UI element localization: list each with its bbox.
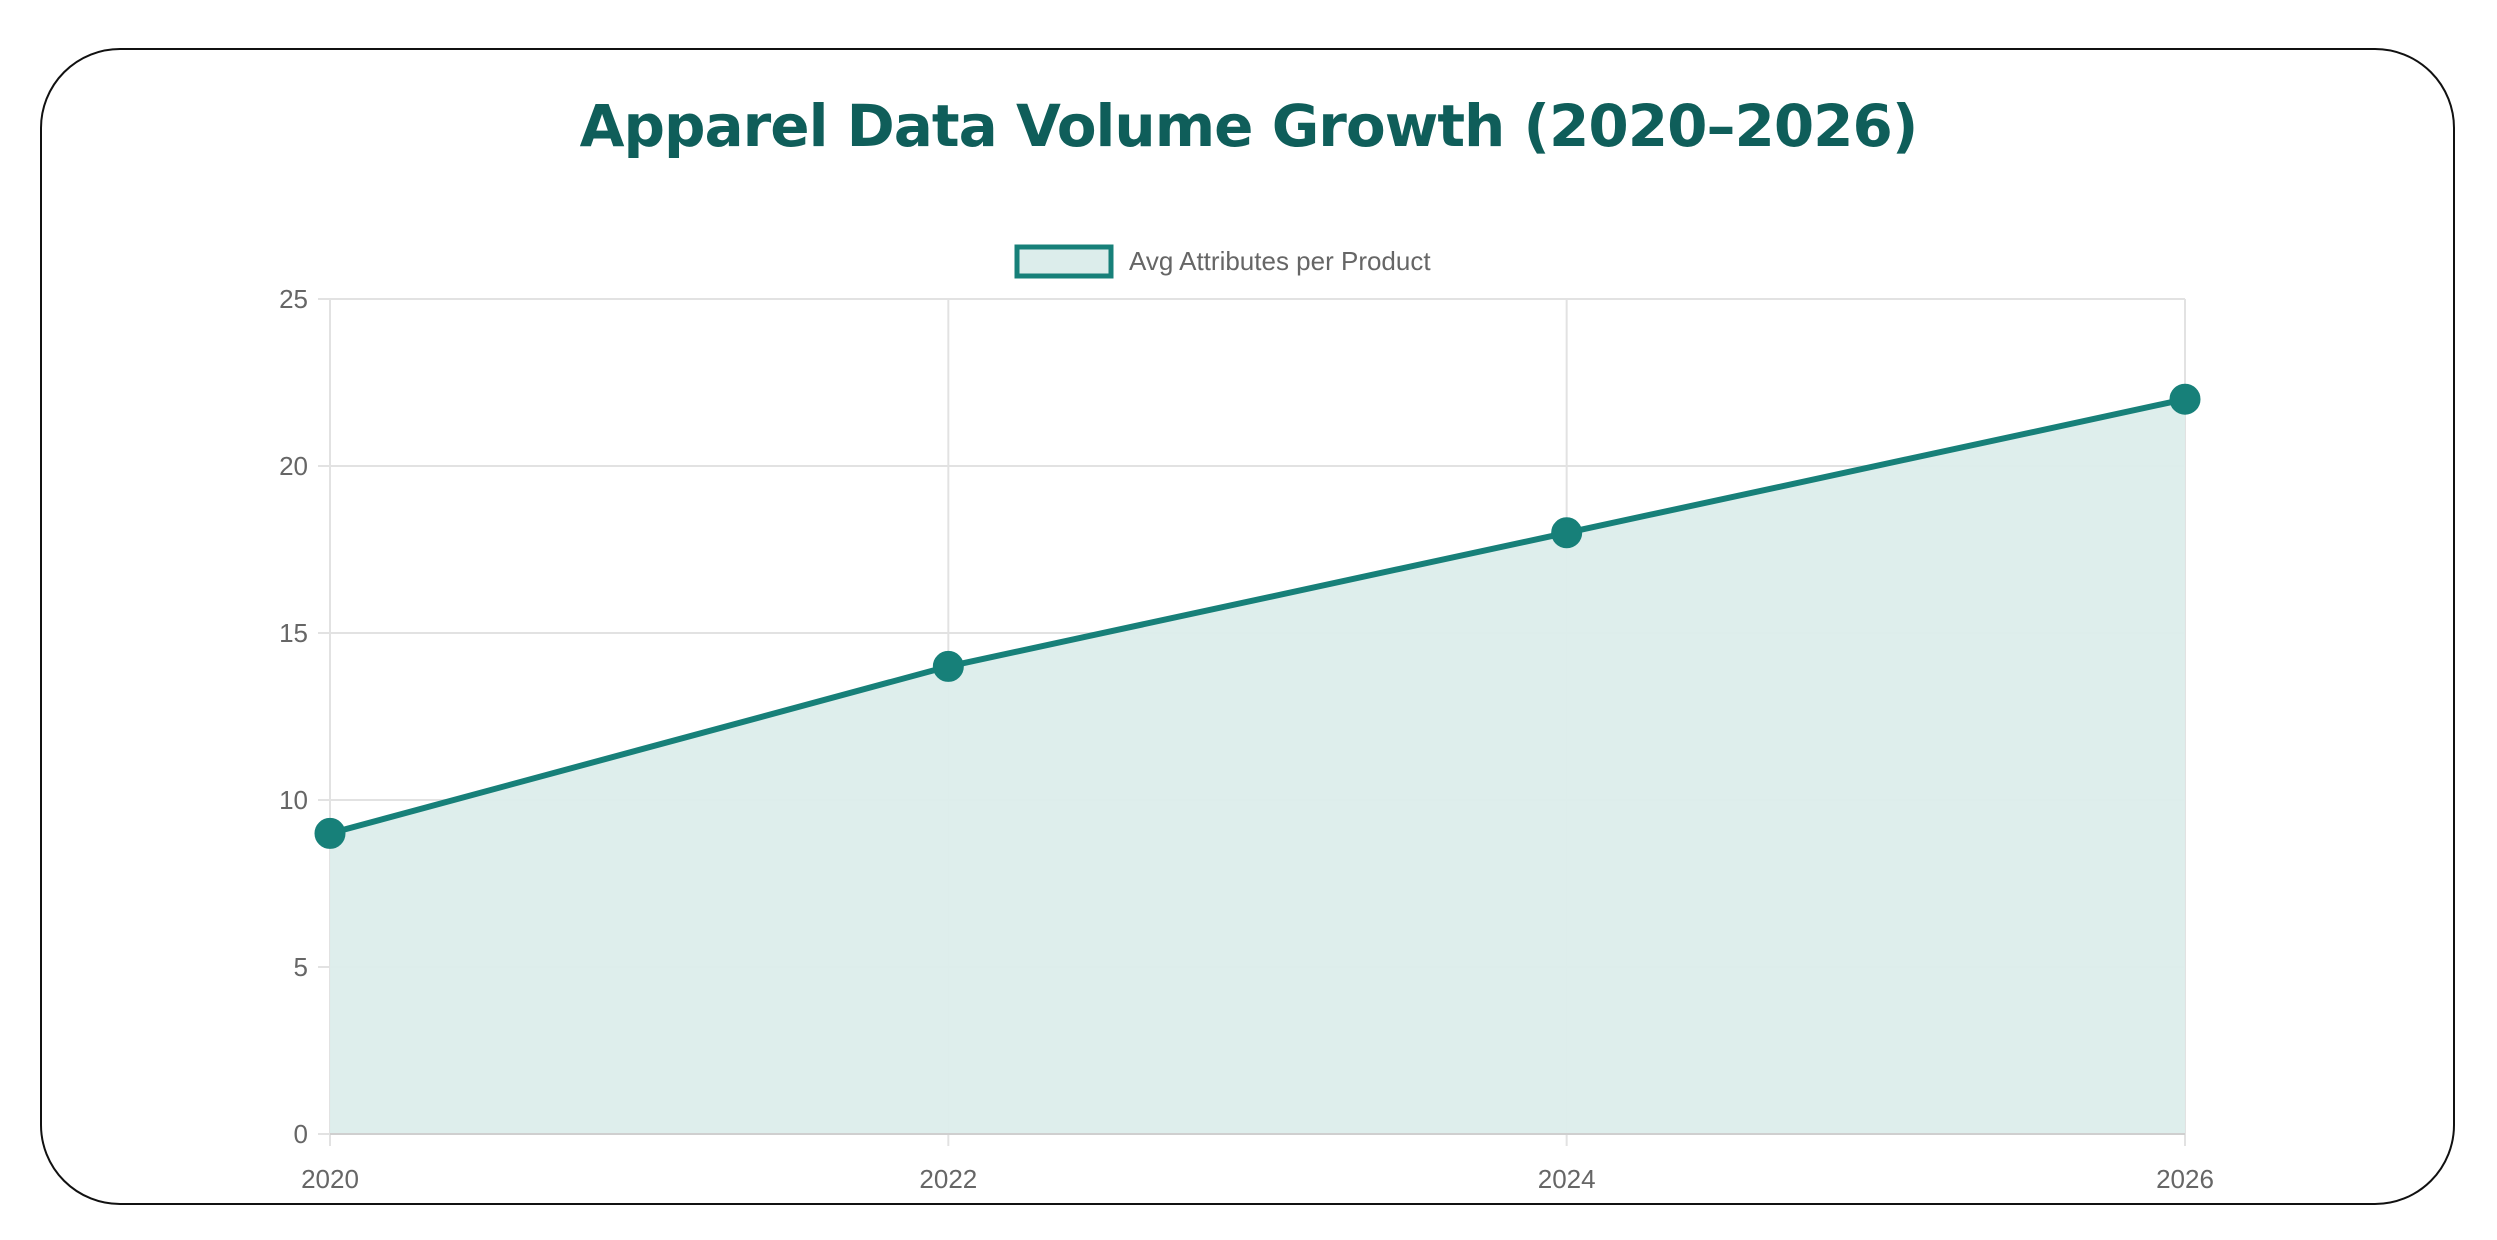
data-point bbox=[932, 650, 964, 682]
y-tick-label: 20 bbox=[279, 451, 308, 481]
data-point bbox=[2169, 383, 2201, 415]
legend-swatch bbox=[1014, 244, 1114, 279]
y-tick-label: 0 bbox=[294, 1119, 308, 1149]
chart-frame bbox=[40, 48, 2455, 1205]
x-tick-label: 2022 bbox=[919, 1164, 977, 1194]
legend-label: Avg Attributes per Product bbox=[1129, 246, 1431, 276]
area-fill bbox=[330, 399, 2185, 1134]
x-tick-label: 2026 bbox=[2156, 1164, 2214, 1194]
y-tick-label: 25 bbox=[279, 284, 308, 314]
data-point bbox=[314, 817, 346, 849]
chart-title: Apparel Data Volume Growth (2020–2026) bbox=[579, 92, 1919, 160]
y-tick-label: 10 bbox=[279, 785, 308, 815]
series-line bbox=[329, 396, 2186, 837]
x-tick-label: 2020 bbox=[301, 1164, 359, 1194]
y-tick-label: 15 bbox=[279, 618, 308, 648]
data-point bbox=[1551, 517, 1583, 549]
x-tick-label: 2024 bbox=[1538, 1164, 1596, 1194]
y-tick-label: 5 bbox=[294, 952, 308, 982]
